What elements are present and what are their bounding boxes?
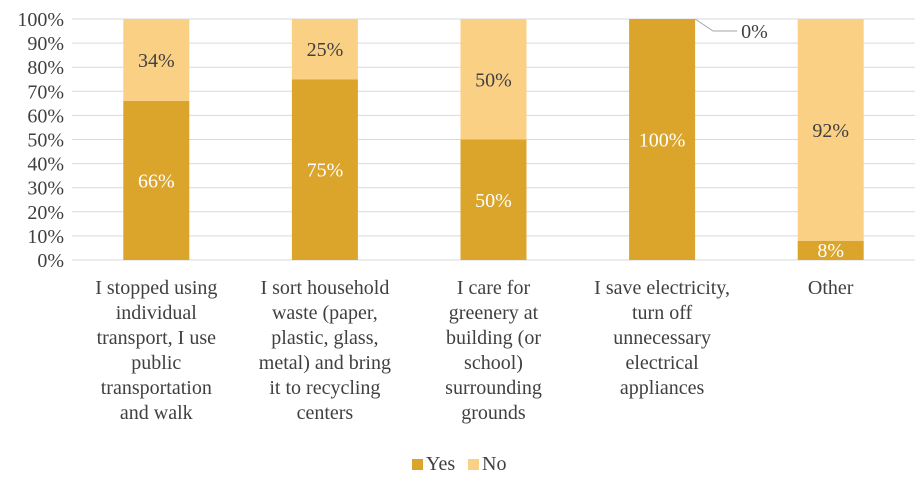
data-label-no: 25% [307, 39, 344, 61]
y-tick-label: 0% [37, 250, 64, 272]
category-label-line: and walk [120, 402, 193, 424]
category-label: I care for greenery at building (or school)… [445, 277, 542, 424]
y-tick-label: 50% [27, 130, 64, 152]
category-label: Other [808, 277, 854, 299]
y-tick-label: 80% [27, 57, 64, 79]
bar-yes [123, 100, 190, 260]
data-labels: 66% 34% 75% 25% 50% 50% 100% 0% 8% 92% [138, 18, 849, 262]
data-label-yes: 50% [475, 190, 512, 212]
bars [123, 19, 864, 260]
category-label-line: appliances [620, 377, 705, 399]
data-label-no: 92% [812, 120, 849, 142]
category-label: I save electricity, turn off unnecessary el… [594, 277, 730, 399]
y-tick-label: 40% [27, 154, 64, 176]
y-tick-label: 10% [27, 226, 64, 248]
category-label-line: greenery at [449, 302, 539, 324]
category-label-line: I sort household [260, 277, 389, 299]
category-label-line: school) [464, 352, 523, 374]
category-label-line: centers [297, 402, 354, 424]
category-label-line: waste (paper, [272, 302, 378, 324]
data-label-no: 34% [138, 50, 175, 72]
y-tick-label: 70% [27, 81, 64, 103]
category-label-line: I care for [457, 277, 531, 299]
bar-yes [797, 240, 864, 260]
category-label-line: electrical [625, 352, 699, 374]
legend-label-no: No [482, 453, 506, 475]
bar-no [460, 19, 527, 140]
y-tick-label: 60% [27, 105, 64, 127]
category-label-line: surrounding [445, 377, 542, 399]
category-label-line: transport, I use [97, 327, 217, 349]
category-label: I stopped using individual transport, I us… [95, 277, 217, 424]
bar-no [291, 19, 358, 80]
category-label-line: plastic, glass, [271, 327, 378, 349]
category-label-line: I save electricity, [594, 277, 730, 299]
bar-yes [629, 19, 696, 260]
category-label-line: public [131, 352, 181, 374]
category-label-line: Other [808, 277, 854, 299]
data-label-yes: 66% [138, 170, 175, 192]
category-label-line: metal) and bring [259, 352, 391, 374]
data-label-yes: 100% [639, 130, 686, 152]
category-label-line: grounds [461, 402, 526, 424]
category-label-line: building (or [446, 327, 541, 349]
data-label-no: 0% [741, 21, 768, 43]
data-label-yes: 8% [817, 240, 844, 262]
legend: Yes No [412, 453, 506, 475]
category-label-line: it to recycling [269, 377, 380, 399]
y-tick-label: 30% [27, 178, 64, 200]
data-label-no: 50% [475, 69, 512, 91]
category-label: I sort household waste (paper, plastic, gl… [259, 277, 391, 424]
bar-no [797, 19, 864, 241]
legend-label-yes: Yes [426, 453, 455, 475]
x-axis: I stopped using individual transport, I us… [95, 277, 854, 424]
y-axis: 0%10%20%30%40%50% 60%70%80%90%100% [17, 9, 64, 272]
bar-yes [291, 79, 358, 260]
leader-line [694, 18, 738, 32]
category-label-line: unnecessary [613, 327, 711, 349]
legend-swatch-no [468, 459, 479, 470]
data-label-yes: 75% [307, 160, 344, 182]
category-label-line: individual [116, 302, 198, 324]
bar-no [123, 19, 190, 101]
y-tick-label: 90% [27, 33, 64, 55]
bar-yes [460, 139, 527, 260]
legend-swatch-yes [412, 459, 423, 470]
category-label-line: transportation [101, 377, 212, 399]
category-label-line: I stopped using [95, 277, 217, 299]
category-label-line: turn off [632, 302, 693, 324]
y-tick-label: 20% [27, 202, 64, 224]
y-tick-label: 100% [17, 9, 64, 31]
